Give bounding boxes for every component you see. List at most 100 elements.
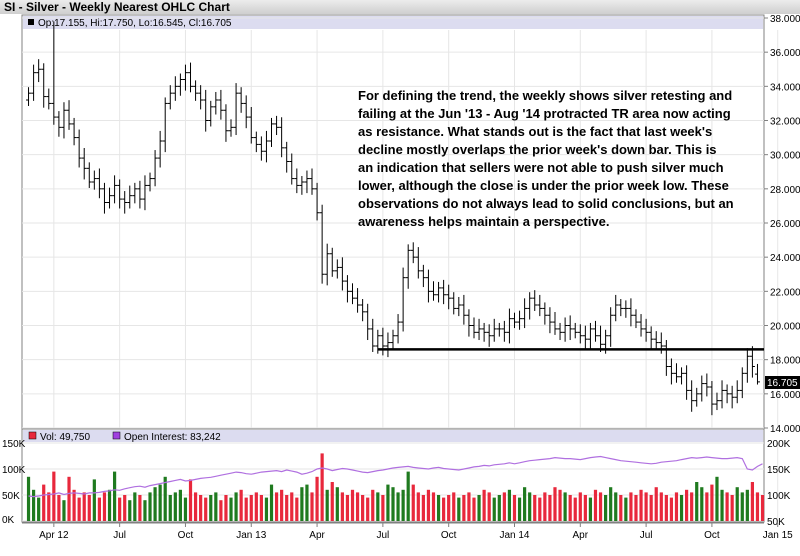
volume-bar bbox=[199, 495, 203, 521]
volume-bar bbox=[112, 471, 117, 521]
ohlc-bar bbox=[167, 85, 173, 110]
ohlc-bar bbox=[66, 100, 72, 130]
ohlc-bar bbox=[213, 91, 219, 115]
volume-bar bbox=[588, 497, 593, 521]
ohlc-bar bbox=[461, 294, 467, 325]
volume-bars bbox=[26, 453, 765, 521]
ohlc-bar bbox=[243, 95, 249, 129]
ohlc-bar bbox=[46, 88, 52, 110]
volume-bar bbox=[462, 495, 466, 521]
volume-bar bbox=[604, 495, 608, 521]
ohlc-bar bbox=[754, 363, 760, 385]
ohlc-bar bbox=[360, 299, 366, 322]
volume-bar bbox=[320, 453, 324, 521]
annotation-line: lower, although the close is under the p… bbox=[358, 178, 729, 193]
ohlc-bar bbox=[147, 172, 153, 192]
volume-bar bbox=[700, 487, 704, 521]
ohlc-bar bbox=[744, 348, 750, 383]
volume-bar bbox=[310, 492, 314, 521]
volume-bar bbox=[345, 495, 350, 521]
volume-bar bbox=[133, 492, 137, 521]
ohlc-bar bbox=[547, 307, 553, 334]
ohlc-bar bbox=[228, 119, 234, 137]
ohlc-bar bbox=[314, 182, 320, 221]
volume-tick-label: 100K bbox=[2, 465, 26, 476]
volume-bar bbox=[593, 489, 598, 521]
volume-bar bbox=[264, 497, 269, 521]
ohlc-bar bbox=[415, 247, 421, 279]
ohlc-bar bbox=[269, 117, 275, 147]
volume-bar bbox=[528, 492, 532, 521]
volume-bar bbox=[482, 489, 486, 521]
volume-bar bbox=[421, 495, 425, 521]
ohlc-bar bbox=[668, 358, 674, 385]
ohlc-bar bbox=[81, 148, 87, 180]
volume-bar bbox=[219, 500, 223, 521]
volume-bar bbox=[492, 497, 496, 521]
ohlc-bar bbox=[587, 322, 593, 351]
ohlc-bar bbox=[324, 243, 330, 286]
ohlc-bar bbox=[420, 264, 426, 288]
volume-bar bbox=[614, 492, 618, 521]
volume-tick-label: 0K bbox=[2, 515, 15, 526]
price-tick-label: 20.000 bbox=[770, 322, 800, 333]
ohlc-bar bbox=[339, 257, 345, 291]
volume-bar bbox=[305, 484, 309, 521]
ohlc-bar bbox=[729, 385, 735, 409]
volume-bar bbox=[168, 495, 172, 521]
ohlc-bar bbox=[481, 322, 487, 342]
volume-bar bbox=[568, 495, 572, 521]
ohlc-bar bbox=[491, 318, 497, 342]
ohlc-bar bbox=[258, 136, 264, 161]
ohlc-bar bbox=[344, 275, 350, 303]
volume-tick-label: 150K bbox=[2, 439, 26, 450]
ohlc-bar bbox=[582, 325, 588, 349]
volume-bar bbox=[325, 489, 329, 521]
volume-bar bbox=[553, 487, 557, 521]
ohlc-bar bbox=[552, 312, 558, 335]
ohlc-bar bbox=[208, 100, 214, 127]
volume-bar bbox=[573, 497, 577, 521]
volume-bar bbox=[467, 492, 471, 521]
ohlc-bar bbox=[724, 384, 730, 404]
volume-bar bbox=[138, 495, 142, 521]
volume-bar bbox=[634, 495, 638, 521]
ohlc-bar bbox=[684, 365, 690, 400]
volume-bar bbox=[690, 492, 694, 521]
volume-bar bbox=[123, 495, 127, 521]
volume-bar bbox=[77, 497, 81, 521]
ohlc-bar bbox=[223, 104, 229, 142]
ohlc-bar bbox=[441, 279, 447, 305]
ohlc-bar bbox=[350, 283, 356, 305]
volume-bar bbox=[163, 476, 167, 521]
volume-bar bbox=[97, 497, 101, 521]
annotation-line: observations do not always lead to solid… bbox=[358, 196, 734, 211]
ohlc-bar bbox=[471, 317, 477, 339]
volume-bar bbox=[578, 492, 582, 521]
ohlc-bar bbox=[61, 102, 67, 139]
ohlc-bar bbox=[425, 269, 431, 303]
volume-bar bbox=[674, 492, 679, 521]
volume-bar bbox=[512, 495, 517, 521]
ohlc-bar bbox=[486, 324, 492, 347]
ohlc-bar bbox=[319, 204, 325, 284]
ohlc-bar bbox=[193, 80, 199, 101]
open-interest-tick-label: 100K bbox=[767, 491, 791, 502]
price-tick-label: 22.000 bbox=[770, 287, 800, 298]
ohlc-bar bbox=[122, 191, 128, 214]
volume-bar bbox=[143, 500, 147, 521]
volume-bar bbox=[335, 487, 339, 521]
ohlc-bar bbox=[456, 296, 462, 317]
volume-bar bbox=[523, 487, 527, 521]
volume-bar bbox=[598, 492, 603, 521]
ohlc-bar bbox=[517, 310, 523, 330]
volume-bar bbox=[401, 489, 405, 521]
ohlc-bar bbox=[117, 179, 123, 209]
last-price-tag bbox=[765, 376, 800, 389]
ohlc-bar bbox=[436, 281, 442, 303]
ohlc-bar bbox=[542, 302, 548, 325]
volume-bar bbox=[477, 495, 481, 521]
volume-bar bbox=[725, 492, 729, 521]
open-interest-legend-square-icon bbox=[112, 431, 121, 440]
x-tick-label: Jul bbox=[376, 530, 389, 541]
